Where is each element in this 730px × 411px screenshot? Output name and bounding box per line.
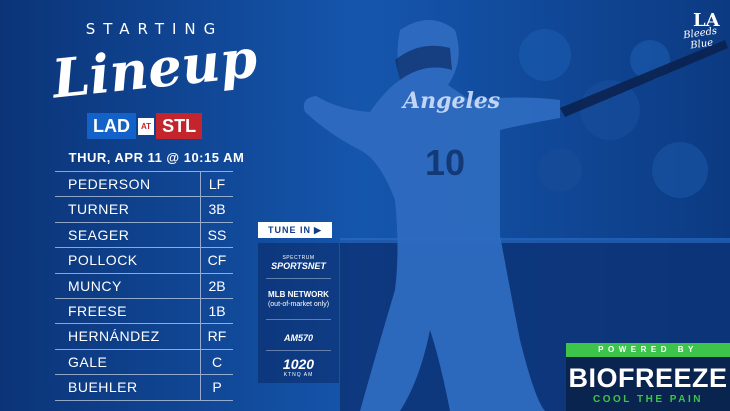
roster-row: PEDERSON LF bbox=[55, 171, 233, 198]
roster-row: GALE C bbox=[55, 349, 233, 376]
player-name: SEAGER bbox=[55, 222, 201, 248]
play-arrow-icon: ▶ bbox=[314, 224, 322, 235]
player-position: 3B bbox=[208, 201, 226, 218]
roster-table: PEDERSON LF TURNER 3B SEAGER SS POLLOCK CF M… bbox=[55, 171, 233, 401]
sponsor-block: BIOFREEZE COOL THE PAIN bbox=[566, 357, 730, 411]
player-name: BUEHLER bbox=[55, 375, 201, 400]
away-team: STL bbox=[156, 113, 203, 139]
at-label: AT bbox=[138, 117, 155, 135]
roster-row: POLLOCK CF bbox=[55, 248, 233, 274]
roster-row: SEAGER SS bbox=[55, 222, 233, 249]
biofreeze-tagline: COOL THE PAIN bbox=[593, 394, 703, 405]
player-name: PEDERSON bbox=[55, 172, 201, 197]
player-position: 1B bbox=[208, 302, 226, 319]
starting-title: STARTING bbox=[85, 20, 224, 38]
broadcast-panel: SPECTRUM SPORTSNET MLB NETWORK (out-of-m… bbox=[258, 243, 339, 383]
player-name: FREESE bbox=[55, 298, 201, 324]
biofreeze-logo: BIOFREEZE bbox=[568, 363, 728, 393]
la-logo-icon: LA bbox=[693, 10, 721, 31]
player-position: RF bbox=[207, 328, 227, 345]
player-name: MUNCY bbox=[55, 273, 201, 298]
player-name: GALE bbox=[55, 349, 201, 375]
player-name: TURNER bbox=[55, 197, 201, 222]
svg-text:LA: LA bbox=[693, 10, 721, 31]
mlb-network-note: (out-of-market only) bbox=[267, 301, 330, 308]
powered-by-label: POWERED BY bbox=[566, 343, 730, 357]
k1020-logo: 1020 bbox=[282, 356, 315, 372]
player-position: LF bbox=[208, 176, 226, 192]
player-position: P bbox=[212, 379, 222, 396]
game-time: THUR, APR 11 @ 10:15 AM bbox=[68, 150, 245, 165]
k1020-sub: KTNQ AM bbox=[283, 372, 314, 378]
home-team: LAD bbox=[87, 113, 136, 139]
sportsnet-logo: SPORTSNET bbox=[271, 261, 326, 271]
roster-row: TURNER 3B bbox=[55, 197, 233, 223]
roster-row: HERNÁNDEZ RF bbox=[55, 324, 233, 350]
divider bbox=[266, 319, 331, 320]
roster-row: FREESE 1B bbox=[55, 298, 233, 325]
tune-in-label: TUNE IN ▶ bbox=[258, 222, 332, 238]
player-position: 2B bbox=[208, 277, 226, 294]
jersey-number: 10 bbox=[425, 142, 465, 183]
matchup-badge: LAD AT STL bbox=[87, 113, 203, 139]
player-name: HERNÁNDEZ bbox=[55, 324, 201, 349]
player-position: C bbox=[211, 353, 223, 370]
mlb-network-label: MLB NETWORK bbox=[268, 290, 329, 299]
player-position: CF bbox=[207, 252, 227, 269]
title-block: STARTING Lineup bbox=[49, 20, 260, 111]
player-name: POLLOCK bbox=[55, 248, 201, 273]
roster-row: BUEHLER P bbox=[55, 375, 233, 401]
lineup-title: Lineup bbox=[49, 27, 260, 111]
player-position: SS bbox=[207, 226, 227, 243]
am570-logo: AM570 bbox=[283, 333, 313, 343]
divider bbox=[266, 278, 331, 279]
spectrum-logo-top: SPECTRUM bbox=[282, 255, 315, 261]
divider bbox=[266, 350, 331, 351]
jersey-script: Angeles bbox=[401, 88, 500, 114]
roster-row: MUNCY 2B bbox=[55, 273, 233, 299]
tune-in-text: TUNE IN bbox=[268, 225, 312, 235]
